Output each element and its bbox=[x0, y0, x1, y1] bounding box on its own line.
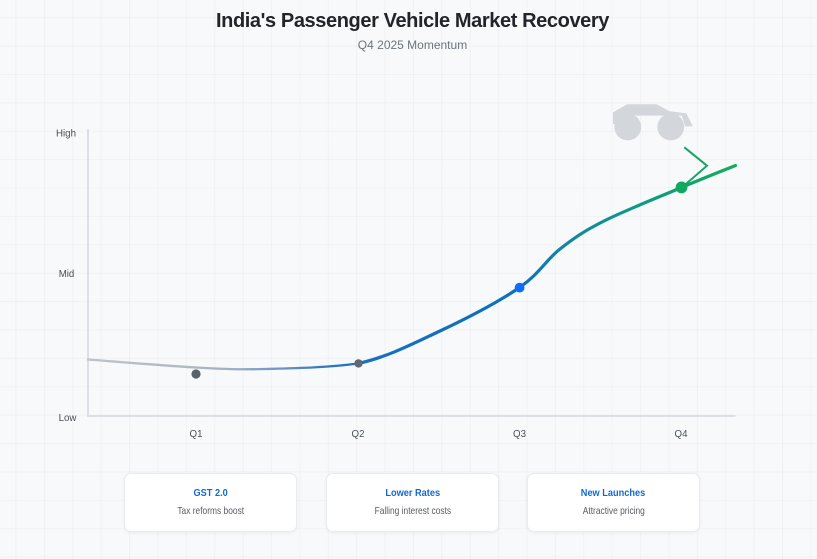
svg-text:Q4: Q4 bbox=[675, 429, 689, 440]
svg-text:Q3: Q3 bbox=[513, 429, 526, 440]
svg-text:Mid: Mid bbox=[59, 269, 75, 280]
svg-text:High: High bbox=[56, 129, 76, 140]
svg-text:Low: Low bbox=[59, 413, 78, 424]
svg-text:Q1: Q1 bbox=[190, 429, 203, 440]
svg-text:Q2: Q2 bbox=[352, 429, 365, 440]
